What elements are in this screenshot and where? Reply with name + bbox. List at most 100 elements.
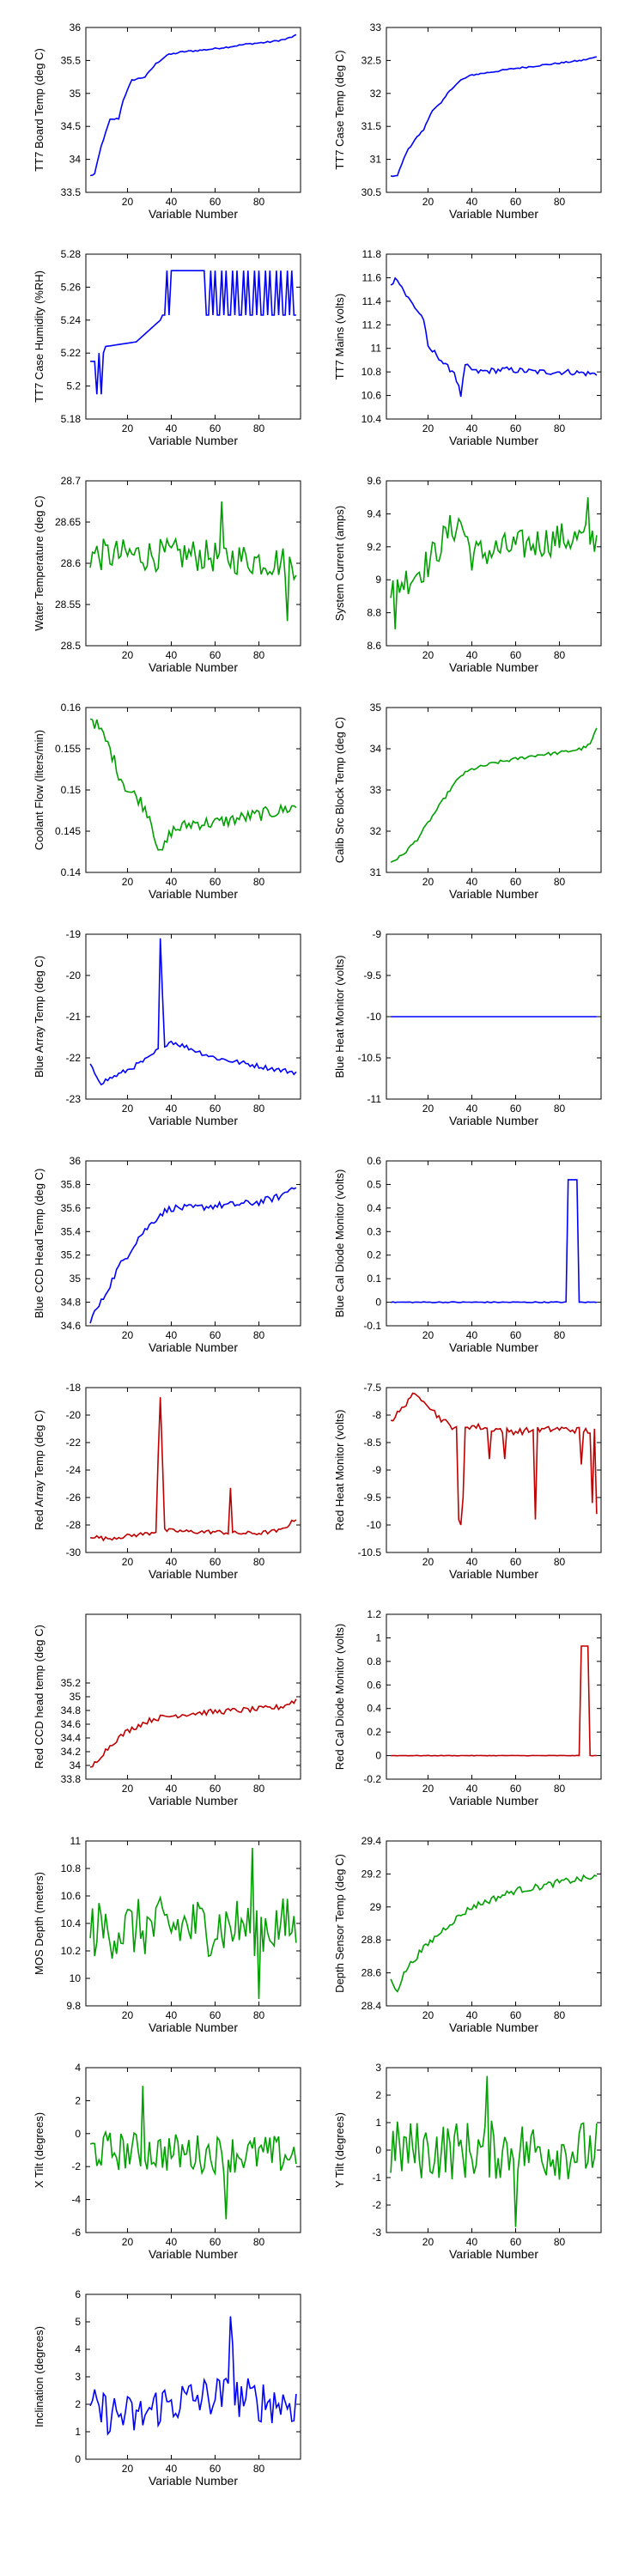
chart-panel: 0.14 0.145 0.15 0.155 0.16 20 40 60 80 Variable N…: [33, 702, 301, 901]
y-tick-label: 30.5: [361, 186, 382, 198]
y-tick-label: 6: [75, 2288, 81, 2300]
y-tick-label: -6: [71, 2227, 81, 2239]
y-tick-label: 11.2: [362, 319, 382, 331]
y-tick-label: 35.6: [61, 1202, 82, 1214]
x-tick-label: 60: [210, 2236, 222, 2248]
y-tick-label: -0.2: [363, 1773, 381, 1785]
x-tick-label: 40: [466, 1329, 478, 1341]
x-tick-label: 20: [122, 876, 134, 888]
y-tick-label: 10: [70, 1972, 82, 1984]
y-tick-label: -22: [66, 1052, 82, 1064]
x-tick-label: 60: [510, 876, 522, 888]
series-line: [89, 2086, 297, 2220]
x-tick-label: 80: [253, 2236, 265, 2248]
y-tick-label: 28.65: [55, 516, 81, 528]
chart-panel: 0 1 2 3 4 5 6 20 40 60 80 Variable Number Inclinatio…: [33, 2288, 301, 2488]
series-line: [89, 718, 297, 851]
x-tick-label: 60: [210, 649, 222, 661]
y-tick-label: 1.2: [367, 1608, 381, 1620]
y-tick-label: 34: [70, 1759, 82, 1771]
y-tick-label: 0.145: [55, 825, 81, 837]
y-axis-label: X Tilt (degrees): [33, 2112, 46, 2188]
x-tick-label: 80: [554, 1556, 566, 1568]
y-tick-label: 10.4: [361, 413, 382, 425]
x-tick-label: 20: [422, 649, 434, 661]
x-axis-label: Variable Number: [149, 1340, 238, 1354]
x-axis-label: Variable Number: [149, 887, 238, 901]
y-tick-label: 5.2: [66, 380, 81, 392]
y-tick-label: 9.6: [367, 475, 381, 487]
x-axis-label: Variable Number: [149, 1794, 238, 1807]
y-tick-label: 35.2: [61, 1677, 82, 1689]
x-tick-label: 80: [253, 649, 265, 661]
chart-panel: 28.4 28.6 28.8 29 29.2 29.4 20 40 60 80 Variable N…: [333, 1835, 602, 2034]
y-tick-label: 35.2: [61, 1249, 82, 1261]
x-tick-label: 40: [166, 422, 178, 434]
y-tick-label: 28.8: [361, 1934, 382, 1946]
y-tick-label: 28.4: [361, 2000, 382, 2012]
y-tick-label: -7.5: [363, 1382, 381, 1394]
x-tick-label: 80: [554, 876, 566, 888]
y-tick-label: 1: [375, 2117, 381, 2129]
y-tick-label: 2: [375, 2089, 381, 2101]
y-tick-label: -9.5: [363, 1492, 381, 1504]
x-axis-label: Variable Number: [449, 207, 538, 221]
y-tick-label: 0.15: [61, 784, 82, 796]
x-tick-label: 40: [166, 2236, 178, 2248]
plot-frame: [85, 2067, 301, 2233]
y-tick-label: 0.4: [367, 1202, 381, 1214]
x-tick-label: 40: [166, 1556, 178, 1568]
y-tick-label: 10.8: [61, 1862, 82, 1874]
plot-frame: [85, 1160, 301, 1327]
series-line: [390, 276, 598, 398]
chart-panel: -30 -28 -26 -24 -22 -20 -18 20 40 60 80 Variable Nu…: [33, 1382, 301, 1581]
y-tick-label: -2: [71, 2160, 81, 2172]
plot-frame: [85, 253, 301, 420]
x-tick-label: 40: [466, 1783, 478, 1795]
x-axis-label: Variable Number: [449, 2020, 538, 2034]
x-tick-label: 80: [253, 1783, 265, 1795]
y-tick-label: 1: [75, 2426, 81, 2438]
y-axis-label: System Current (amps): [333, 506, 346, 621]
y-tick-label: -9.5: [363, 969, 381, 981]
x-tick-label: 40: [466, 422, 478, 434]
chart-panel: 9.8 10 10.2 10.4 10.6 10.8 11 20 40 60 80 Variable …: [33, 1835, 301, 2034]
series-line: [89, 501, 297, 622]
x-tick-label: 20: [422, 422, 434, 434]
y-tick-label: 11: [371, 343, 382, 355]
y-tick-label: -0.1: [363, 1320, 381, 1332]
x-tick-label: 20: [122, 1103, 134, 1115]
y-tick-label: -3: [372, 2227, 381, 2239]
x-tick-label: 80: [554, 1783, 566, 1795]
y-tick-label: 0: [375, 1750, 381, 1762]
chart-panel: 28.5 28.55 28.6 28.65 28.7 20 40 60 80 Variable N…: [33, 475, 301, 674]
series-line: [390, 1392, 598, 1526]
x-tick-label: 80: [554, 1103, 566, 1115]
x-tick-label: 40: [166, 876, 178, 888]
y-tick-label: 33: [370, 784, 382, 796]
y-tick-label: 33: [370, 21, 382, 33]
x-axis-label: Variable Number: [449, 660, 538, 674]
y-axis-label: TT7 Case Humidity (%RH): [33, 270, 46, 403]
y-tick-label: -11: [368, 1093, 382, 1105]
y-tick-label: 0: [75, 2128, 81, 2140]
y-tick-label: 0.14: [61, 866, 82, 878]
x-tick-label: 60: [210, 1329, 222, 1341]
y-tick-label: 4: [75, 2343, 81, 2355]
y-axis-label: Y Tilt (degrees): [333, 2112, 346, 2188]
plot-frame: [386, 1160, 602, 1327]
y-tick-label: 11: [70, 1835, 82, 1847]
y-tick-label: -28: [66, 1519, 82, 1531]
y-axis-label: Red CCD head temp (deg C): [33, 1625, 46, 1769]
x-tick-label: 20: [422, 196, 434, 208]
plot-frame: [85, 1613, 301, 1780]
y-tick-label: 36: [70, 21, 82, 33]
plot-frame: [85, 1387, 301, 1553]
plot-frame: [85, 707, 301, 873]
y-tick-label: -4: [71, 2194, 81, 2206]
y-tick-label: -19: [66, 928, 82, 940]
y-axis-label: Coolant Flow (liters/min): [33, 730, 46, 850]
y-tick-label: -9: [372, 1464, 381, 1476]
series-line: [89, 1847, 297, 2000]
y-tick-label: 34.5: [61, 120, 82, 132]
